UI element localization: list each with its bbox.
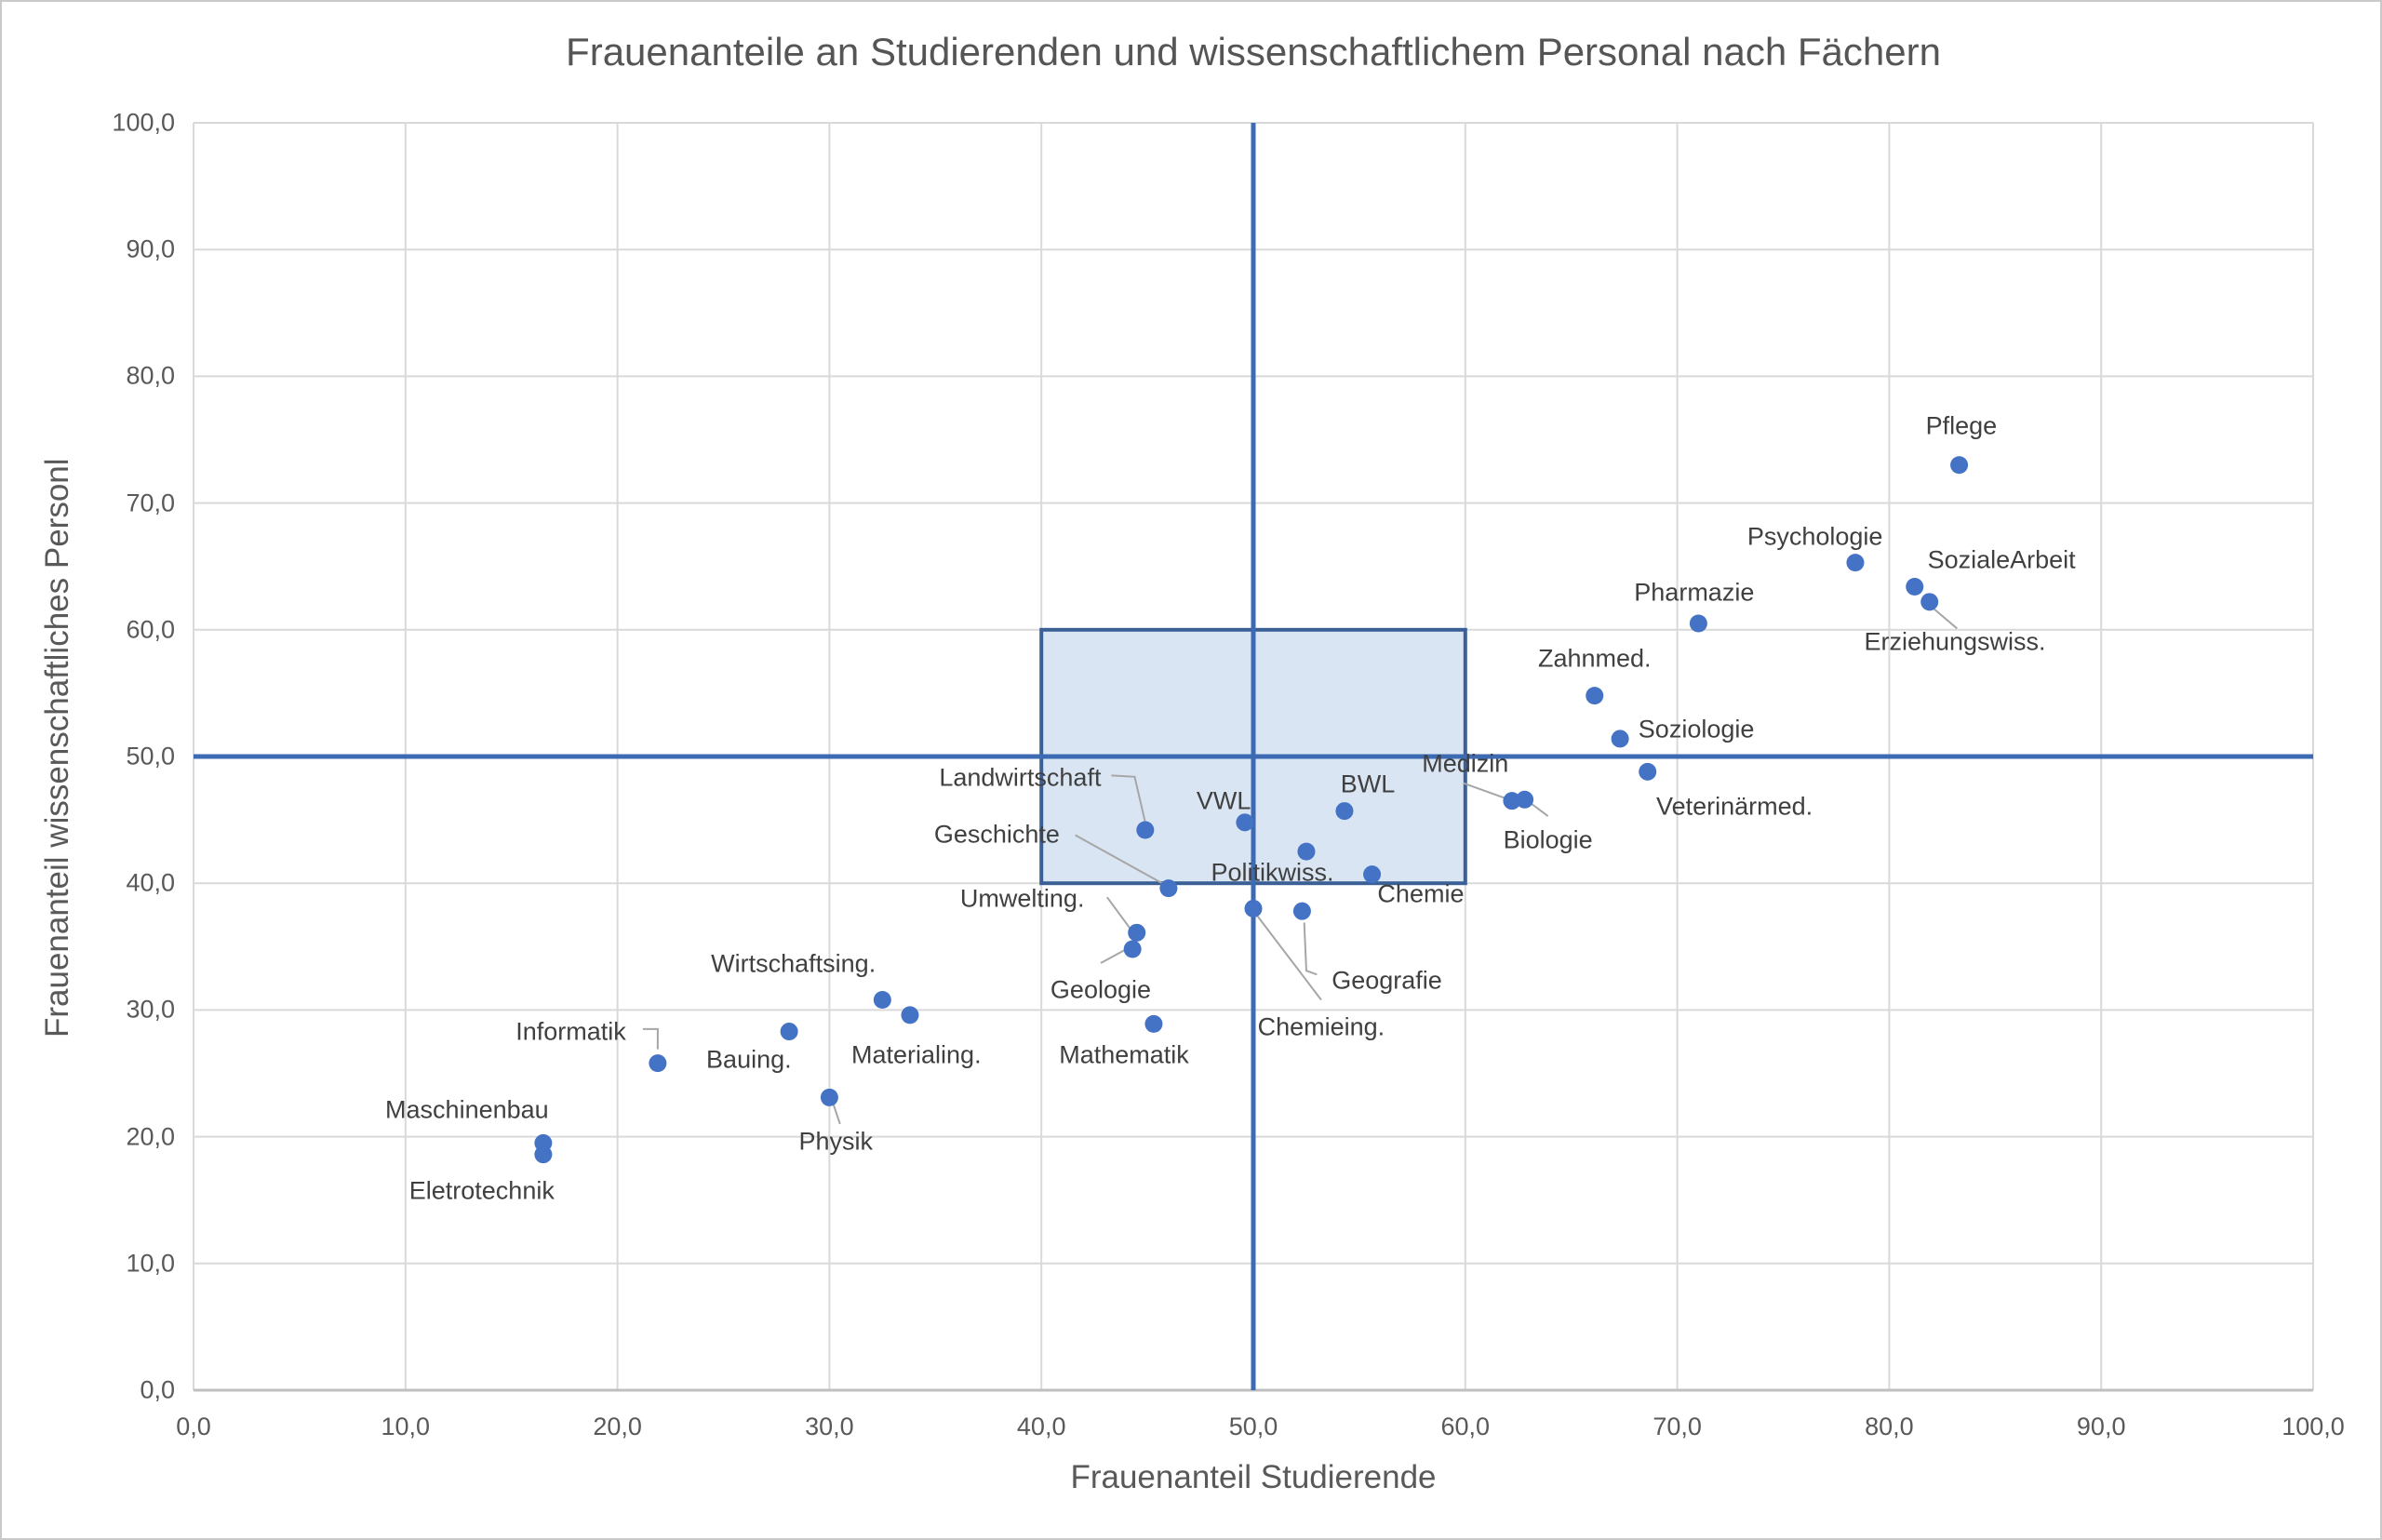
data-point <box>1128 923 1146 942</box>
data-point-label: Politikwiss. <box>1211 858 1334 887</box>
label-leader-line <box>642 1027 659 1050</box>
y-tick-label: 60,0 <box>126 615 175 644</box>
data-point <box>1950 456 1969 475</box>
data-point-label: Soziologie <box>1638 715 1755 743</box>
data-point <box>1363 865 1382 884</box>
data-point-label: Mathematik <box>1059 1040 1189 1069</box>
label-leader-line <box>1463 782 1506 799</box>
data-point-label: Geologie <box>1050 975 1152 1004</box>
x-tick-label: 30,0 <box>805 1413 854 1440</box>
label-leader-line <box>1111 774 1146 824</box>
data-point <box>1516 790 1534 809</box>
data-point <box>1244 899 1263 917</box>
chart-title: Frauenanteile an Studierenden und wissen… <box>566 30 1941 74</box>
data-point-label: Pflege <box>1925 411 1998 440</box>
x-tick-label: 10,0 <box>381 1413 431 1440</box>
data-point-label: Psychologie <box>1746 522 1883 551</box>
label-leader-line <box>1303 922 1318 976</box>
data-point-label: Erziehungswiss. <box>1864 627 2046 656</box>
data-point <box>1906 577 1924 596</box>
x-tick-label: 60,0 <box>1440 1413 1491 1440</box>
x-tick-label: 50,0 <box>1228 1413 1278 1440</box>
y-tick-label: 30,0 <box>126 995 175 1024</box>
data-point-label: Maschinenbau <box>385 1095 549 1124</box>
y-tick-label: 50,0 <box>126 742 175 770</box>
data-point <box>1611 730 1629 748</box>
label-leader-line <box>1100 949 1125 964</box>
data-point-label: Pharmazie <box>1634 578 1755 607</box>
data-point-label: Veterinärmed. <box>1656 792 1813 821</box>
data-point <box>1236 813 1254 832</box>
x-tick-label: 90,0 <box>2076 1413 2126 1440</box>
x-tick-label: 70,0 <box>1653 1413 1702 1440</box>
label-leader-line <box>833 1105 841 1125</box>
data-point-label: SozialeArbeit <box>1927 545 2076 574</box>
data-point-label: Chemie <box>1377 879 1465 908</box>
y-tick-label: 20,0 <box>126 1122 175 1151</box>
x-tick-label: 0,0 <box>176 1413 211 1440</box>
y-tick-label: 90,0 <box>126 234 175 263</box>
data-point-label: Landwirtschaft <box>939 763 1102 792</box>
data-point <box>1920 593 1939 611</box>
data-point-label: BWL <box>1340 770 1396 798</box>
data-point <box>1689 614 1707 633</box>
label-leader-line <box>1075 834 1163 885</box>
data-point <box>1846 554 1865 572</box>
data-point-label: Geschichte <box>933 820 1060 849</box>
label-leader-line <box>1931 606 1958 630</box>
y-tick-label: 80,0 <box>126 361 175 390</box>
data-point <box>1144 1014 1163 1033</box>
data-point <box>1292 902 1311 920</box>
y-tick-label: 100,0 <box>112 108 175 137</box>
data-point-label: Wirtschaftsing. <box>711 949 877 978</box>
data-point <box>901 1006 919 1024</box>
data-point <box>649 1054 667 1073</box>
label-leader-line <box>1106 896 1131 930</box>
data-point <box>1159 879 1178 898</box>
x-tick-label: 100,0 <box>2282 1413 2345 1440</box>
x-tick-label: 80,0 <box>1865 1413 1914 1440</box>
data-point-label: Chemieing. <box>1257 1012 1385 1041</box>
data-point <box>873 991 891 1010</box>
data-point <box>1503 792 1521 810</box>
data-point <box>1123 940 1142 958</box>
data-point-label: Geografie <box>1332 966 1442 995</box>
data-point-label: Materialing. <box>851 1040 982 1069</box>
data-point <box>1136 821 1155 839</box>
data-point-label: VWL <box>1196 786 1251 815</box>
data-point-label: Medizin <box>1422 749 1509 778</box>
data-point <box>1335 802 1354 821</box>
data-point <box>780 1023 798 1041</box>
x-axis-title: Frauenanteil Studierende <box>1070 1459 1437 1495</box>
data-point <box>1297 842 1316 861</box>
data-point-label: Physik <box>798 1127 873 1156</box>
data-point-label: Informatik <box>515 1017 626 1046</box>
data-point-label: Zahnmed. <box>1537 644 1652 673</box>
data-point-label: Biologie <box>1503 825 1593 854</box>
data-point-label: Bauing. <box>706 1045 792 1074</box>
label-leader-line <box>1530 802 1549 817</box>
plot-area <box>193 122 2314 1392</box>
y-tick-label: 70,0 <box>126 489 175 517</box>
y-tick-label: 40,0 <box>126 868 175 897</box>
y-tick-label: 10,0 <box>126 1249 175 1278</box>
data-point <box>1639 762 1657 781</box>
data-point <box>534 1145 553 1164</box>
x-tick-label: 40,0 <box>1016 1413 1066 1440</box>
data-point <box>1586 687 1604 705</box>
x-tick-label: 20,0 <box>593 1413 642 1440</box>
data-point <box>820 1088 838 1106</box>
label-leader-line <box>1256 916 1322 1001</box>
y-tick-label: 0,0 <box>140 1375 175 1404</box>
data-point-label: Eletrotechnik <box>408 1176 555 1205</box>
data-point-label: Umwelting. <box>959 884 1085 913</box>
